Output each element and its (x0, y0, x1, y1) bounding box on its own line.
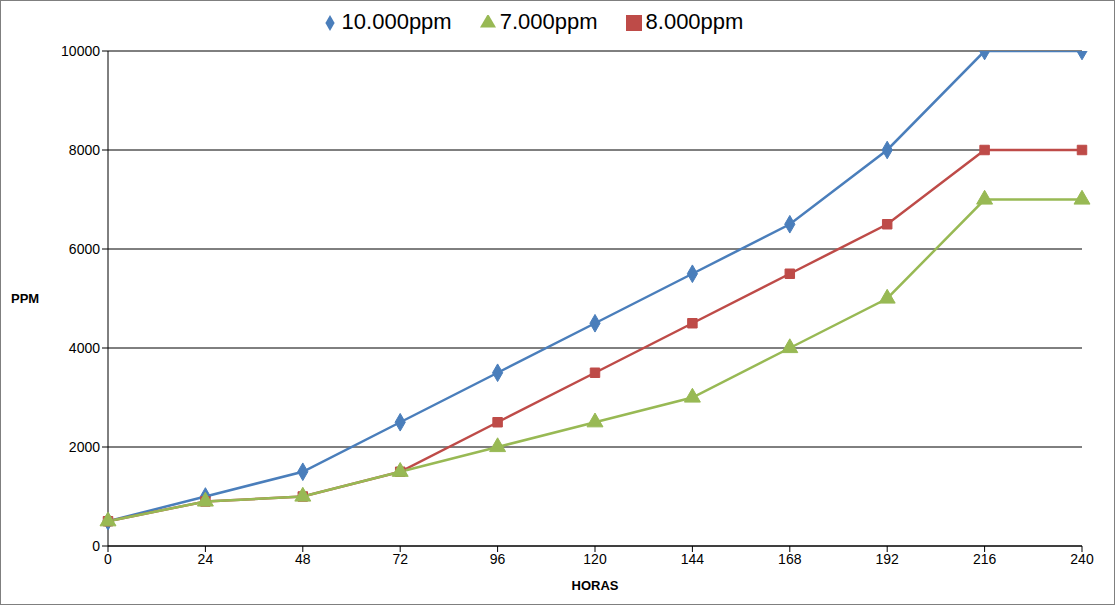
svg-text:10000: 10000 (61, 43, 100, 59)
svg-text:PPM: PPM (11, 291, 39, 306)
svg-text:120: 120 (583, 551, 607, 567)
svg-text:72: 72 (392, 551, 408, 567)
svg-text:168: 168 (778, 551, 802, 567)
html-text:10.000ppm: 10.000ppm (341, 9, 452, 34)
svg-text:2000: 2000 (69, 439, 100, 455)
svg-text:0: 0 (92, 538, 100, 554)
svg-text:8000: 8000 (69, 142, 100, 158)
svg-text:48: 48 (295, 551, 311, 567)
svg-text:4000: 4000 (69, 340, 100, 356)
svg-text:HORAS: HORAS (572, 578, 619, 593)
svg-text:144: 144 (681, 551, 705, 567)
svg-text:6000: 6000 (69, 241, 100, 257)
svg-text:96: 96 (490, 551, 506, 567)
html-text:7.000ppm: 7.000ppm (499, 9, 598, 34)
html-text:8.000ppm: 8.000ppm (645, 9, 744, 34)
svg-text:24: 24 (198, 551, 214, 567)
svg-text:216: 216 (973, 551, 997, 567)
svg-text:0: 0 (104, 551, 112, 567)
svg-text:192: 192 (876, 551, 900, 567)
svg-text:240: 240 (1070, 551, 1094, 567)
